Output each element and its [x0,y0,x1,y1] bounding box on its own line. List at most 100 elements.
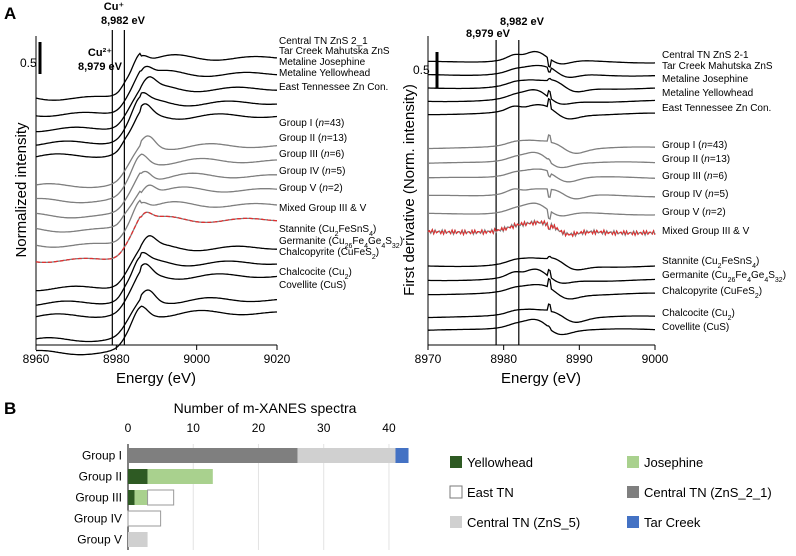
left-series-germanite-cu26fe4ge4s32-line [35,251,277,306]
cu-plus-energy: 8,982 eV [101,15,146,27]
left-series-label-chalcocite-cu2s: Chalcocite (Cu2) [279,267,352,281]
right-x-tick-label-8980: 8980 [490,352,517,366]
legend-label-central-tn-zns-2-1: Central TN (ZnS_2_1) [644,485,772,500]
left-series-label-mixed-group-iii-v: Mixed Group III & V [279,203,367,214]
left-series-stannite-cu2fesns4-line [36,235,277,292]
left-series-label-group-i-n-43: Group I (n=43) [279,118,344,129]
legend-swatch-central-tn-zns-5 [450,516,462,528]
left-series-metaline-yellowhead-line [35,91,277,146]
left-series-mixed-group-iii-v-fit [35,211,278,264]
legend-label-east-tn: East TN [467,485,514,500]
left-series-label-metaline-yellowhead: Metaline Yellowhead [279,68,370,79]
bar-x-tick-label-20: 20 [252,421,266,435]
left-series-label-group-iv-n-5: Group IV (n=5) [279,166,345,177]
left-x-tick-label-9020: 9020 [264,352,291,366]
left-series-label-group-v-n-2: Group V (n=2) [279,183,343,194]
right-series-group-iii-n-6-line [427,168,656,183]
left-scale-label: 0.5 [20,56,37,70]
left-series-group-i-n-43-line [35,135,278,189]
left-series-metaline-josephine-line [36,76,277,133]
left-x-axis-title: Energy (eV) [116,370,196,387]
left-series-central-tn-zns-2-1-line [35,52,278,101]
right-series-label-central-tn-zns-2-1: Central TN ZnS 2-1 [662,50,749,61]
right-series-label-metaline-josephine: Metaline Josephine [662,74,749,85]
bar-group-ii-josephine [147,469,213,484]
bar-group-i-tar-creek [395,448,409,463]
cu-plus-label: Cu⁺ [104,1,125,13]
panel-b: B Number of m-XANES spectra 0 10 20 30 40 Gr… [4,399,772,550]
legend-label-tar-creek: Tar Creek [644,515,701,530]
bar-x-tick-label-30: 30 [317,421,331,435]
left-series-label-covellite-cus: Covellite (CuS) [279,280,346,291]
left-series-east-tennessee-zn-con-line [35,103,278,158]
bar-category-group-v: Group V [77,533,122,547]
right-series-label-group-v-n-2: Group V (n=2) [662,207,726,218]
right-x-tick-label-9000: 9000 [642,352,669,366]
left-series-label-east-tennessee-zn-con: East Tennessee Zn Con. [279,82,388,93]
left-series-mixed-group-iii-v-line [35,211,278,264]
right-series-chalcopyrite-cufes2-line [428,277,655,300]
right-y-axis-title: First derivative (Norm. intensity) [401,84,418,296]
bar-category-group-i: Group I [82,449,122,463]
left-series-label-tar-creek-mahutska-zns: Tar Creek Mahutska ZnS [279,46,390,57]
cu2-plus-energy: 8,979 eV [78,61,123,73]
bar-chart-title: Number of m-XANES spectra [174,400,357,416]
right-series-metaline-yellowhead-line [428,89,656,105]
left-series-group-iv-n-5-line [35,184,278,233]
left-series-label-germanite-cu26fe4ge4s32: Germanite (Cu26Fe4Ge4S32) [279,236,403,250]
bar-x-tick-label-0: 0 [125,421,132,435]
left-series-group-v-n-2-line [35,199,278,248]
right-x-tick-label-8970: 8970 [415,352,442,366]
left-x-tick-label-9000: 9000 [183,352,210,366]
left-series-label-central-tn-zns-2-1: Central TN ZnS 2_1 [279,36,368,47]
right-series-label-group-iii-n-6: Group III (n=6) [662,171,727,182]
cu2-plus-label: Cu²⁺ [88,47,112,59]
right-series-group-iv-n-5-line [427,188,655,200]
legend-label-josephine: Josephine [644,455,703,470]
left-x-tick-label-8960: 8960 [23,352,50,366]
bar-category-group-iii: Group III [75,491,122,505]
right-series-label-metaline-yellowhead: Metaline Yellowhead [662,88,753,99]
right-series-metaline-josephine-line [428,77,655,93]
right-series-covellite-cus-line [428,318,655,336]
right-series-label-group-i-n-43: Group I (n=43) [662,140,727,151]
right-series-tar-creek-mahutska-zns-line [428,64,655,78]
panel-label-b: B [4,399,16,418]
right-x-axis-title: Energy (eV) [501,370,581,387]
left-x-tick-label-8980: 8980 [103,352,130,366]
left-series-chalcocite-cu2s-line [35,289,278,343]
right-series-label-chalcopyrite-cufes2: Chalcopyrite (CuFeS2) [662,286,762,300]
right-series-label-covellite-cus: Covellite (CuS) [662,322,729,333]
bar-group-ii-yellowhead [128,469,148,484]
left-series-label-group-ii-n-13: Group II (n=13) [279,133,347,144]
right-8982-label: 8,982 eV [500,16,545,28]
legend-swatch-yellowhead [450,456,462,468]
bar-category-group-iv: Group IV [74,512,122,526]
bar-group-i-central-tn-zns-2-1 [128,448,298,463]
bar-group-iii-yellowhead [128,490,135,505]
legend-label-central-tn-zns-5: Central TN (ZnS_5) [467,515,580,530]
right-x-tick-label-8990: 8990 [566,352,593,366]
legend-label-yellowhead: Yellowhead [467,455,533,470]
right-series-label-tar-creek-mahutska-zns: Tar Creek Mahutska ZnS [662,61,773,72]
panel-a: A 0.5 Cu⁺ 8,982 eV Cu²⁺ 8,979 eV Central… [4,1,786,387]
left-y-axis-title: Normalized intensity [13,122,30,258]
right-series-germanite-cu26fe4ge4s32-line [428,268,656,284]
right-series-group-ii-n-13-line [428,151,655,169]
legend-swatch-east-tn [449,485,463,499]
bar-group-iv-east-tn [127,510,162,527]
right-scale-label: 0.5 [413,63,430,77]
left-series-group-ii-n-13-line [35,153,277,204]
bar-group-iii-east-tn [147,489,175,506]
right-8979-label: 8,979 eV [466,28,511,40]
right-series-label-chalcocite-cu2s: Chalcocite (Cu2) [662,308,735,322]
left-series-label-chalcopyrite-cufes2: Chalcopyrite (CuFeS2) [279,247,379,261]
legend-swatch-central-tn-zns-2-1 [627,486,639,498]
left-series-label-group-iii-n-6: Group III (n=6) [279,149,344,160]
right-series-label-group-ii-n-13: Group II (n=13) [662,154,730,165]
left-series-label-metaline-josephine: Metaline Josephine [279,57,366,68]
legend-swatch-josephine [627,456,639,468]
legend-swatch-tar-creek [627,516,639,528]
right-series-stannite-cu2fesns4-line [428,255,656,271]
